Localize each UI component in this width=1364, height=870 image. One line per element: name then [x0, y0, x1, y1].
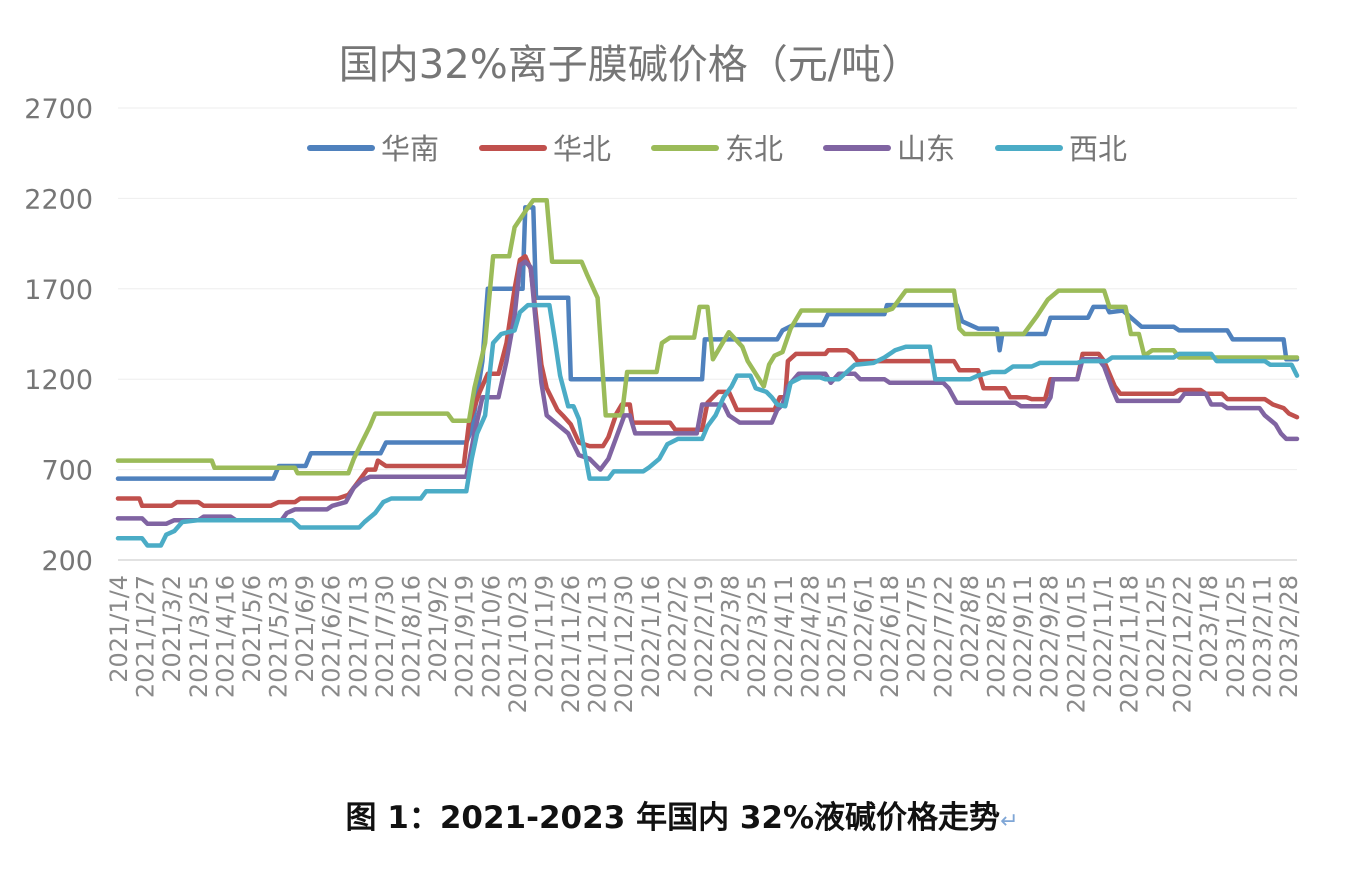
- x-tick-label: 2021/12/13: [584, 575, 612, 713]
- legend-label-2: 华北: [553, 132, 611, 166]
- x-tick-label: 2022/2/19: [690, 575, 718, 698]
- x-tick-label: 2022/12/5: [1142, 575, 1170, 698]
- x-tick-label: 2021/3/25: [185, 575, 213, 698]
- x-tick-label: 2022/7/22: [929, 575, 957, 698]
- legend-label-5: 西北: [1069, 132, 1127, 166]
- x-tick-label: 2021/7/13: [344, 575, 372, 698]
- x-tick-label: 2022/4/11: [770, 575, 798, 698]
- x-axis: 2021/1/42021/1/272021/3/22021/3/252021/4…: [105, 559, 1303, 713]
- y-tick-label: 200: [41, 546, 93, 577]
- x-tick-label: 2022/10/15: [1062, 575, 1090, 713]
- x-tick-label: 2021/9/2: [424, 575, 452, 683]
- caption-text: 图 1：2021-2023 年国内 32%液碱价格走势: [345, 800, 1001, 836]
- x-tick-label: 2022/2/2: [663, 575, 691, 683]
- y-tick-label: 1200: [24, 365, 93, 396]
- x-tick-label: 2021/1/4: [105, 575, 133, 683]
- x-tick-label: 2021/11/9: [530, 575, 558, 698]
- x-tick-label: 2023/1/25: [1222, 575, 1250, 698]
- x-tick-label: 2021/9/19: [451, 575, 479, 698]
- x-tick-label: 2021/1/27: [132, 575, 160, 698]
- series-line-5: [115, 302, 1300, 548]
- series-line-4: [115, 259, 1300, 527]
- x-tick-label: 2022/3/8: [717, 575, 745, 683]
- x-tick-label: 2021/5/6: [238, 575, 266, 683]
- x-tick-label: 2022/11/18: [1115, 575, 1143, 713]
- series-line-3: [115, 197, 1300, 476]
- x-tick-label: 2023/2/11: [1248, 575, 1276, 698]
- x-tick-label: 2022/11/1: [1089, 575, 1117, 698]
- series-line-1: [115, 205, 1300, 481]
- x-tick-label: 2021/11/26: [557, 575, 585, 713]
- series-line-2: [115, 254, 1300, 509]
- y-axis: 200 700 1200 1700 2200 2700: [24, 94, 93, 577]
- x-tick-label: 2022/9/28: [1036, 575, 1064, 698]
- y-tick-label: 1700: [24, 275, 93, 306]
- x-tick-label: 2022/12/22: [1169, 575, 1197, 713]
- y-tick-label: 2700: [24, 94, 93, 125]
- x-tick-label: 2021/6/26: [318, 575, 346, 698]
- x-tick-label: 2021/12/30: [610, 575, 638, 713]
- y-tick-label: 2200: [24, 184, 93, 215]
- x-tick-label: 2021/10/23: [504, 575, 532, 713]
- x-tick-label: 2022/6/18: [876, 575, 904, 698]
- x-tick-label: 2022/1/16: [637, 575, 665, 698]
- series-lines: [115, 197, 1300, 548]
- legend: 华南 华北 东北 山东 西北: [307, 132, 1127, 166]
- x-tick-label: 2021/3/2: [158, 575, 186, 683]
- grid-lines: [118, 107, 1297, 471]
- x-tick-label: 2022/4/28: [796, 575, 824, 698]
- x-tick-label: 2022/6/1: [850, 575, 878, 683]
- return-mark: ↵: [1000, 809, 1019, 834]
- legend-label-4: 山东: [897, 132, 955, 166]
- x-tick-label: 2021/10/6: [477, 575, 505, 698]
- x-tick-label: 2022/8/25: [983, 575, 1011, 698]
- x-tick-label: 2022/3/25: [743, 575, 771, 698]
- x-tick-label: 2022/7/5: [903, 575, 931, 683]
- x-tick-label: 2022/8/8: [956, 575, 984, 683]
- x-tick-label: 2022/9/11: [1009, 575, 1037, 698]
- chart-title: 国内32%离子膜碱价格（元/吨）: [339, 42, 921, 88]
- x-tick-label: 2022/5/15: [823, 575, 851, 698]
- x-tick-label: 2021/7/30: [371, 575, 399, 698]
- x-tick-label: 2021/5/23: [265, 575, 293, 698]
- x-tick-label: 2021/4/16: [211, 575, 239, 698]
- y-tick-label: 700: [41, 456, 93, 487]
- x-tick-label: 2023/1/8: [1195, 575, 1223, 683]
- x-tick-label: 2021/6/9: [291, 575, 319, 683]
- legend-label-1: 华南: [381, 132, 439, 166]
- figure-caption: 图 1：2021-2023 年国内 32%液碱价格走势↵: [0, 792, 1364, 837]
- x-tick-label: 2021/8/16: [398, 575, 426, 698]
- legend-label-3: 东北: [725, 132, 783, 166]
- x-tick-label: 2023/2/28: [1275, 575, 1303, 698]
